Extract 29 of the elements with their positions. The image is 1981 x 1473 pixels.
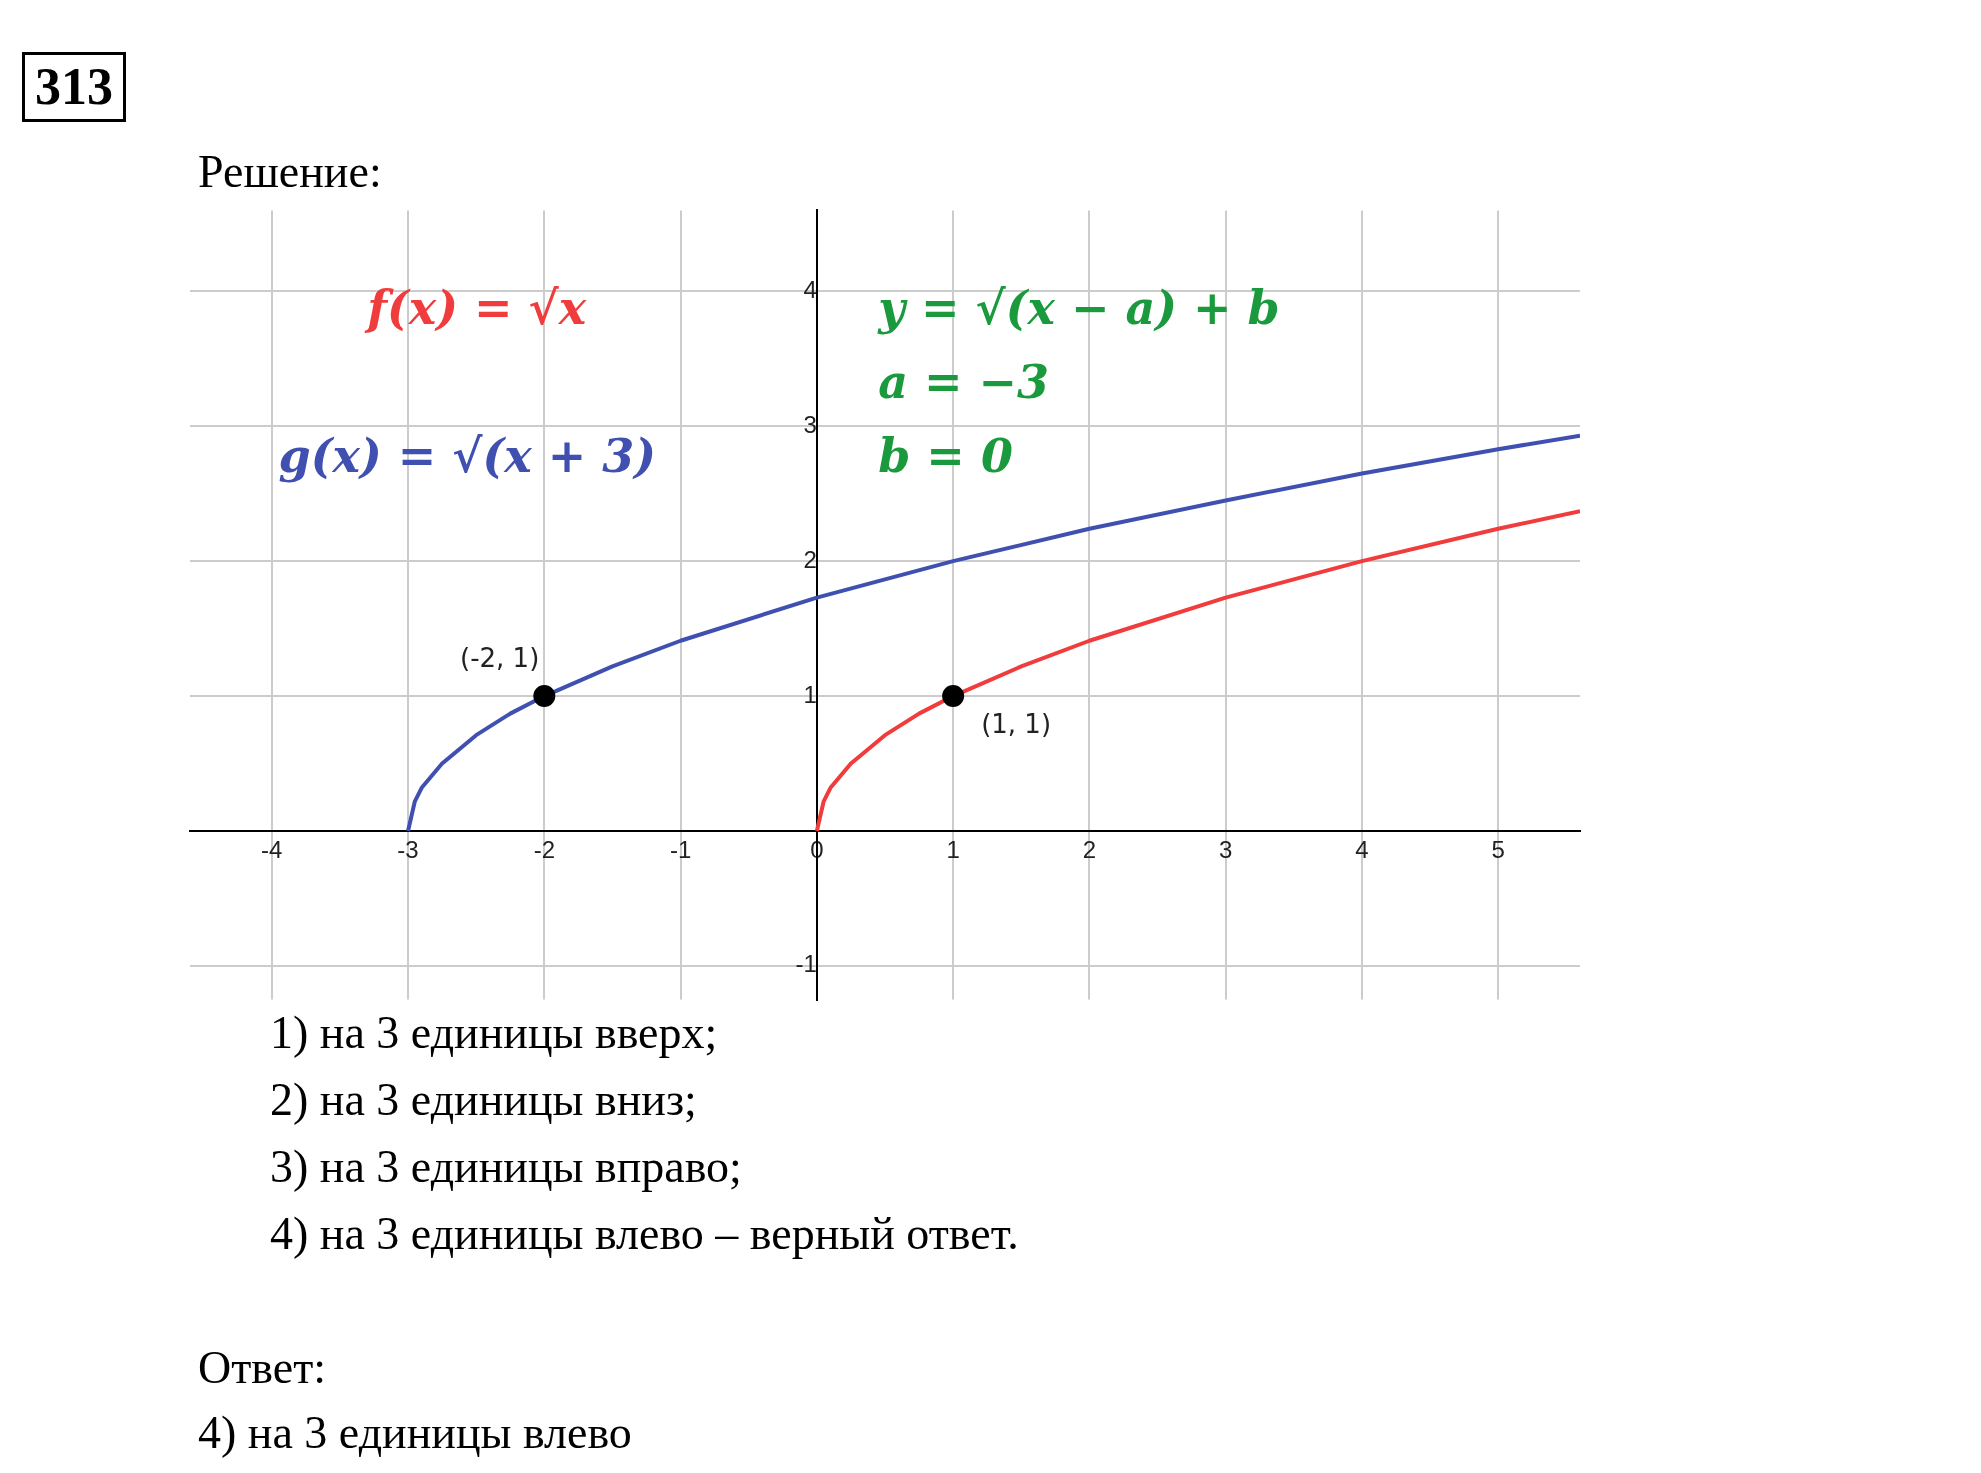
x-tick-label: -3	[397, 835, 419, 863]
y-tick-label: -1	[795, 950, 817, 978]
text: 2) на 3 единицы вниз;	[270, 1073, 697, 1127]
annotation: (-2, 1)	[460, 642, 540, 673]
annotation: b = 0	[878, 428, 1013, 483]
text: Ответ:	[198, 1341, 327, 1395]
chart-title: 313	[22, 52, 126, 122]
annotation: a = −3	[878, 354, 1050, 409]
x-tick-label: 3	[1219, 835, 1233, 863]
x-tick-label: 2	[1082, 835, 1097, 863]
x-tick-label: 5	[1491, 835, 1505, 863]
x-tick-label: -4	[261, 835, 283, 863]
y-tick-label: 3	[803, 410, 817, 438]
text: 1) на 3 единицы вверх;	[270, 1006, 718, 1060]
x-tick-label: -1	[669, 835, 692, 863]
text: f(x) = √x	[364, 280, 587, 335]
x-tick-label: 4	[1355, 835, 1369, 863]
y-tick-label: 1	[803, 680, 817, 708]
text: g(x) = √(x + 3)	[278, 428, 657, 483]
x-tick-label: -2	[533, 835, 555, 863]
text: Решение:	[198, 145, 382, 199]
x-tick-label: 1	[946, 835, 960, 863]
annotation: y = √(x − a) + b	[877, 280, 1280, 335]
text: 3) на 3 единицы вправо;	[270, 1140, 742, 1194]
text: 4) на 3 единицы влево – верный ответ.	[270, 1207, 1019, 1261]
y-tick-label: 4	[803, 275, 817, 303]
annotation: (1, 1)	[981, 708, 1052, 739]
text: 4) на 3 единицы влево	[198, 1406, 632, 1460]
y-tick-label: 2	[803, 545, 817, 573]
